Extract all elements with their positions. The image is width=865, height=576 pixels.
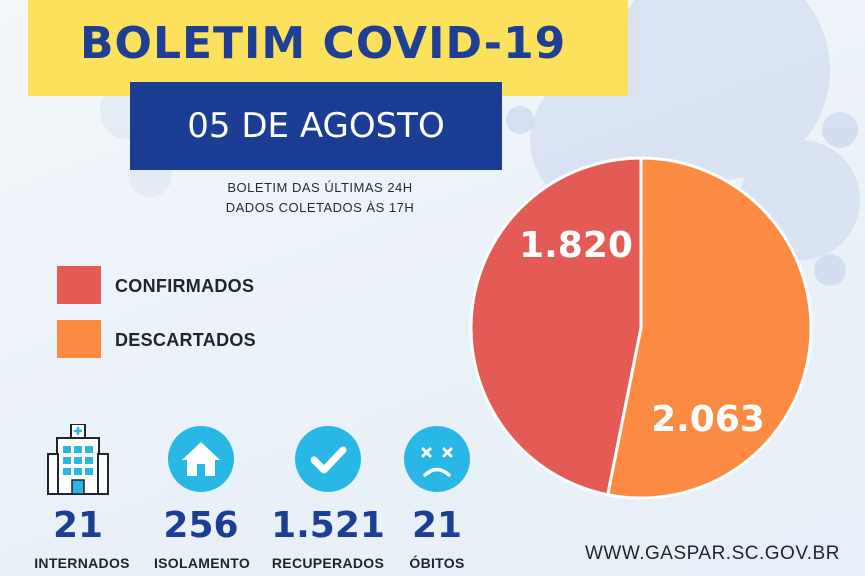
subtitle-line-2: DADOS COLETADOS ÀS 17H [225, 200, 415, 215]
report-date: 05 DE AGOSTO [187, 106, 445, 146]
hospital-icon [45, 423, 111, 495]
stat-label-isolamento: ISOLAMENTO [153, 555, 251, 571]
pie-label-confirmados: 1.820 [519, 225, 633, 266]
date-banner: 05 DE AGOSTO [130, 82, 502, 170]
legend-swatch-confirmados [57, 266, 101, 304]
pie-slice-descartados [606, 156, 813, 500]
stat-value-internados: 21 [52, 505, 104, 546]
pie-label-descartados: 2.063 [651, 399, 765, 440]
stat-label-obitos: ÓBITOS [409, 555, 465, 571]
legend-label-descartados: DESCARTADOS [115, 330, 256, 350]
sad-face-icon [404, 426, 470, 492]
stat-value-recuperados: 1.521 [271, 505, 385, 546]
house-icon [168, 426, 234, 492]
stat-label-recuperados: RECUPERADOS [271, 555, 385, 571]
pie-slice-confirmados [469, 156, 643, 497]
pie-chart: 1.820 2.063 [469, 156, 813, 500]
legend-swatch-descartados [57, 320, 101, 358]
stat-value-isolamento: 256 [163, 505, 239, 546]
title-banner [28, 0, 628, 96]
page-title: BOLETIM COVID-19 [80, 18, 567, 69]
stat-label-internados: INTERNADOS [34, 555, 130, 571]
checkmark-icon [295, 426, 361, 492]
website-url: WWW.GASPAR.SC.GOV.BR [585, 543, 840, 564]
legend-label-confirmados: CONFIRMADOS [115, 276, 255, 296]
subtitle-line-1: BOLETIM DAS ÚLTIMAS 24H [227, 180, 413, 195]
stat-value-obitos: 21 [411, 505, 463, 546]
